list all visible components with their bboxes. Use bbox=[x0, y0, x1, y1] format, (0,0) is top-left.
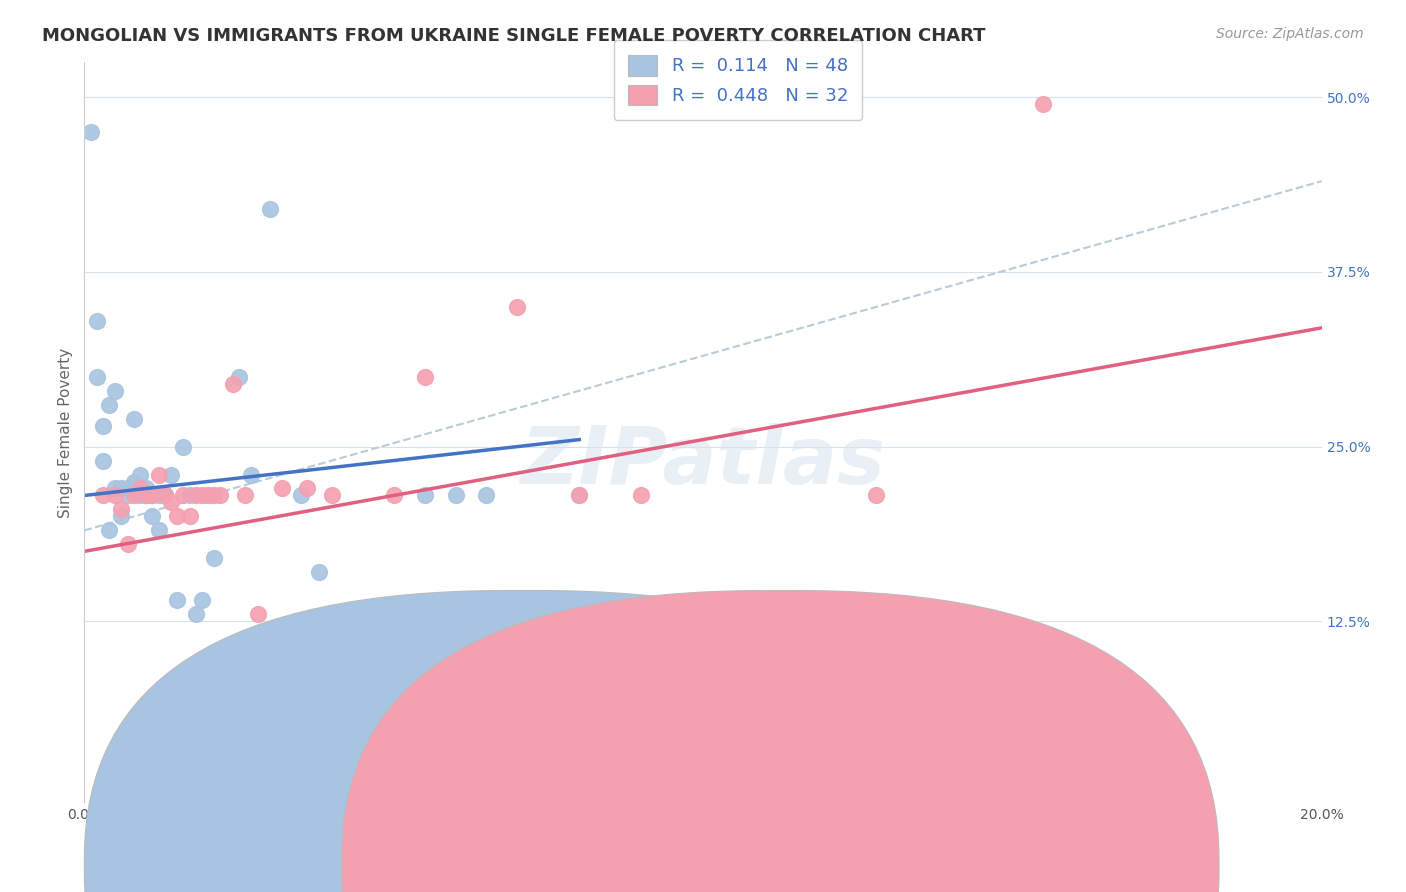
Point bbox=[148, 524, 170, 538]
Point bbox=[91, 453, 114, 467]
Point bbox=[153, 488, 176, 502]
Point bbox=[865, 488, 887, 502]
Point bbox=[117, 537, 139, 551]
Point bbox=[413, 369, 436, 384]
Point bbox=[110, 482, 132, 496]
Point bbox=[233, 488, 256, 502]
Point bbox=[117, 488, 139, 502]
Text: MONGOLIAN VS IMMIGRANTS FROM UKRAINE SINGLE FEMALE POVERTY CORRELATION CHART: MONGOLIAN VS IMMIGRANTS FROM UKRAINE SIN… bbox=[42, 27, 986, 45]
Point bbox=[172, 488, 194, 502]
Point bbox=[148, 467, 170, 482]
Point bbox=[382, 488, 405, 502]
Point bbox=[259, 202, 281, 216]
Point bbox=[79, 125, 101, 139]
Point bbox=[209, 488, 232, 502]
Point bbox=[506, 663, 529, 677]
Point bbox=[141, 488, 163, 502]
Point bbox=[141, 488, 163, 502]
Point bbox=[197, 488, 219, 502]
Point bbox=[191, 593, 214, 607]
Point bbox=[179, 509, 201, 524]
Point bbox=[179, 488, 201, 502]
Point bbox=[240, 467, 263, 482]
Point bbox=[153, 488, 176, 502]
Point bbox=[246, 607, 269, 622]
Point bbox=[135, 482, 157, 496]
Point bbox=[333, 607, 356, 622]
Point bbox=[290, 488, 312, 502]
Point bbox=[202, 551, 225, 566]
Point bbox=[166, 509, 188, 524]
Point bbox=[110, 502, 132, 516]
Point bbox=[209, 663, 232, 677]
Point bbox=[630, 488, 652, 502]
Point bbox=[444, 488, 467, 502]
Point bbox=[117, 482, 139, 496]
Point bbox=[91, 418, 114, 433]
Point bbox=[104, 384, 127, 398]
Point bbox=[129, 482, 152, 496]
Y-axis label: Single Female Poverty: Single Female Poverty bbox=[58, 348, 73, 517]
Point bbox=[308, 566, 330, 580]
Text: Mongolians: Mongolians bbox=[554, 848, 641, 863]
Point bbox=[537, 677, 560, 691]
Point bbox=[228, 369, 250, 384]
Point bbox=[271, 482, 294, 496]
Point bbox=[568, 488, 591, 502]
Point bbox=[148, 488, 170, 502]
Point bbox=[86, 369, 108, 384]
Point bbox=[413, 488, 436, 502]
Point bbox=[568, 488, 591, 502]
Point bbox=[129, 488, 152, 502]
Text: Source: ZipAtlas.com: Source: ZipAtlas.com bbox=[1216, 27, 1364, 41]
Point bbox=[110, 509, 132, 524]
Point bbox=[506, 300, 529, 314]
Point bbox=[104, 482, 127, 496]
Point bbox=[91, 488, 114, 502]
Point bbox=[160, 495, 183, 509]
Point bbox=[166, 593, 188, 607]
Point bbox=[295, 482, 318, 496]
Point bbox=[104, 488, 127, 502]
Point bbox=[191, 488, 214, 502]
Point bbox=[184, 488, 207, 502]
Point bbox=[215, 677, 238, 691]
Point bbox=[98, 524, 121, 538]
Point bbox=[197, 488, 219, 502]
Point bbox=[1032, 97, 1054, 112]
Point bbox=[86, 314, 108, 328]
Point bbox=[129, 467, 152, 482]
Text: Immigrants from Ukraine: Immigrants from Ukraine bbox=[755, 848, 946, 863]
Point bbox=[184, 607, 207, 622]
Point bbox=[475, 488, 498, 502]
Point bbox=[141, 509, 163, 524]
Point bbox=[98, 398, 121, 412]
Point bbox=[153, 488, 176, 502]
Point bbox=[135, 488, 157, 502]
Point bbox=[321, 488, 343, 502]
Point bbox=[202, 488, 225, 502]
Point bbox=[122, 411, 145, 425]
Point bbox=[382, 649, 405, 664]
Legend: R =  0.114   N = 48, R =  0.448   N = 32: R = 0.114 N = 48, R = 0.448 N = 32 bbox=[614, 40, 862, 120]
Point bbox=[172, 440, 194, 454]
Point bbox=[222, 376, 245, 391]
Point bbox=[122, 475, 145, 489]
Point bbox=[122, 488, 145, 502]
Point bbox=[135, 488, 157, 502]
Point bbox=[160, 467, 183, 482]
Text: ZIPatlas: ZIPatlas bbox=[520, 423, 886, 501]
